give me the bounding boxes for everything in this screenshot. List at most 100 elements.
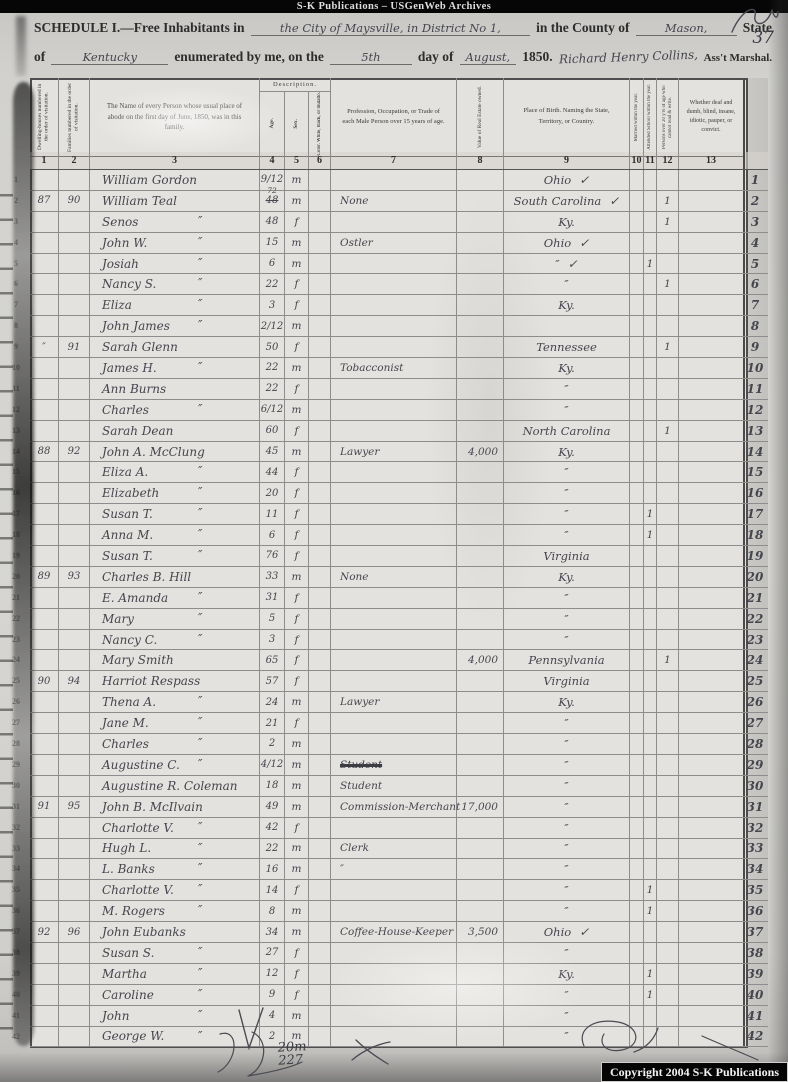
family-number [59,232,90,253]
literacy-mark [657,525,679,546]
handwritten-day: 5th [329,50,412,65]
school-mark [644,566,657,587]
occupation-value [331,817,457,838]
condition-value [679,462,745,483]
census-row: M. Rogers ″ 8 m ″ 1 36 [30,901,768,923]
family-number: 90 [59,190,90,211]
person-name: Sarah Dean [90,420,260,441]
dwelling-number [30,399,59,420]
condition-value [679,358,745,378]
sex-value: f [285,629,309,650]
birthplace-value: North Carolina [504,420,630,441]
census-row: Jane M. ″ 21 f ″ 27 [30,713,768,735]
sex-value: m [285,1005,309,1026]
census-row: Thena A. ″ 24 m Lawyer Ky. 26 [30,692,768,714]
occupation-value: Student [331,754,457,775]
name-text: Martha [102,966,147,981]
name-text: Augustine C. [102,757,180,772]
sex-value: f [285,963,309,984]
school-mark [644,608,657,629]
real-estate-value [457,399,504,420]
literacy-mark [657,566,679,587]
color-value [309,170,331,190]
real-estate-value [457,232,504,253]
literacy-mark: 1 [657,650,679,671]
census-row: Charlotte V. ″ 14 f ″ 1 35 [30,880,768,902]
birthplace-text: Ohio [543,172,572,187]
name-text: Josiah [102,256,139,271]
occupation-value [331,608,457,629]
check-mark: ✓ [579,925,590,939]
family-number [59,316,90,337]
condition-value [679,796,745,817]
person-name: L. Banks ″ [90,859,260,880]
birthplace-text: ″ [564,465,569,480]
age-value: 11 [260,504,285,525]
birthplace-text: Ky. [558,298,575,313]
line-number-right: 33 [746,841,764,856]
age-value: 9 [260,984,285,1005]
dwelling-number [30,358,59,378]
school-mark: 1 [644,253,657,274]
color-value [309,587,331,608]
census-row: Augustine R. Coleman 18 m Student ″ 30 [30,775,768,797]
birthplace-value: ″ [504,984,630,1005]
ditto-mark: ″ [198,944,203,959]
family-number [59,420,90,441]
census-row: John ″ 4 m ″ 41 [30,1005,768,1027]
description-group-header: Description. Age. Sex. Color. White, bla… [260,78,331,157]
family-number [59,587,90,608]
birthplace-text: Ky. [558,214,575,229]
dwelling-number: 92 [30,922,59,942]
real-estate-value [457,775,504,796]
name-text: Jane M. [102,716,149,731]
person-name: Jane M. ″ [90,713,260,734]
birthplace-value: ″ [504,859,630,880]
census-row: L. Banks ″ 16 m ″ ″ 34 [30,859,768,881]
sex-value: f [285,420,309,441]
name-text: Eliza A. [102,465,149,480]
dwelling-number [30,504,59,525]
real-estate-value [457,734,504,754]
married-mark [630,901,644,922]
color-value [309,838,331,859]
condition-value [679,399,745,420]
birthplace-value: ″ ✓ [504,253,630,274]
sex-value: m [285,316,309,337]
condition-value [679,942,745,963]
birthplace-value: ″ [504,713,630,734]
literacy-mark [657,316,679,337]
family-number: 93 [59,566,90,587]
occupation-text: Lawyer [340,445,380,458]
birthplace-text: ″ [564,381,569,396]
condition-value [679,337,745,358]
school-mark [644,1005,657,1026]
name-text: L. Banks [102,862,155,877]
occupation-value: Student [331,775,457,796]
person-name: Mary ″ [90,608,260,629]
line-number-right: 38 [746,945,764,960]
birthplace-value: Ohio ✓ [504,170,630,190]
check-mark: ✓ [609,193,620,208]
census-row: ″ 91 Sarah Glenn 50 f Tennessee 1 9 [30,337,768,359]
married-mark [630,859,644,880]
ditto-mark: ″ [198,401,203,416]
birthplace-value: Pennsylvania [504,650,630,671]
line-number-right: 41 [746,1008,764,1023]
family-number: 94 [59,671,90,692]
sex-value: f [285,671,309,692]
school-mark [644,274,657,295]
literacy-mark [657,232,679,253]
dwelling-number [30,859,59,880]
condition-value [679,566,745,587]
person-name: Susan T. ″ [90,546,260,566]
condition-value [679,504,745,525]
real-estate-value [457,901,504,922]
married-mark [630,671,644,692]
literacy-mark [657,859,679,880]
dayof-label: day of [417,49,454,64]
person-name: Mary Smith [90,650,260,671]
occupation-value [331,984,457,1005]
name-text: John James [102,319,170,334]
line-number-right: 18 [746,528,764,543]
